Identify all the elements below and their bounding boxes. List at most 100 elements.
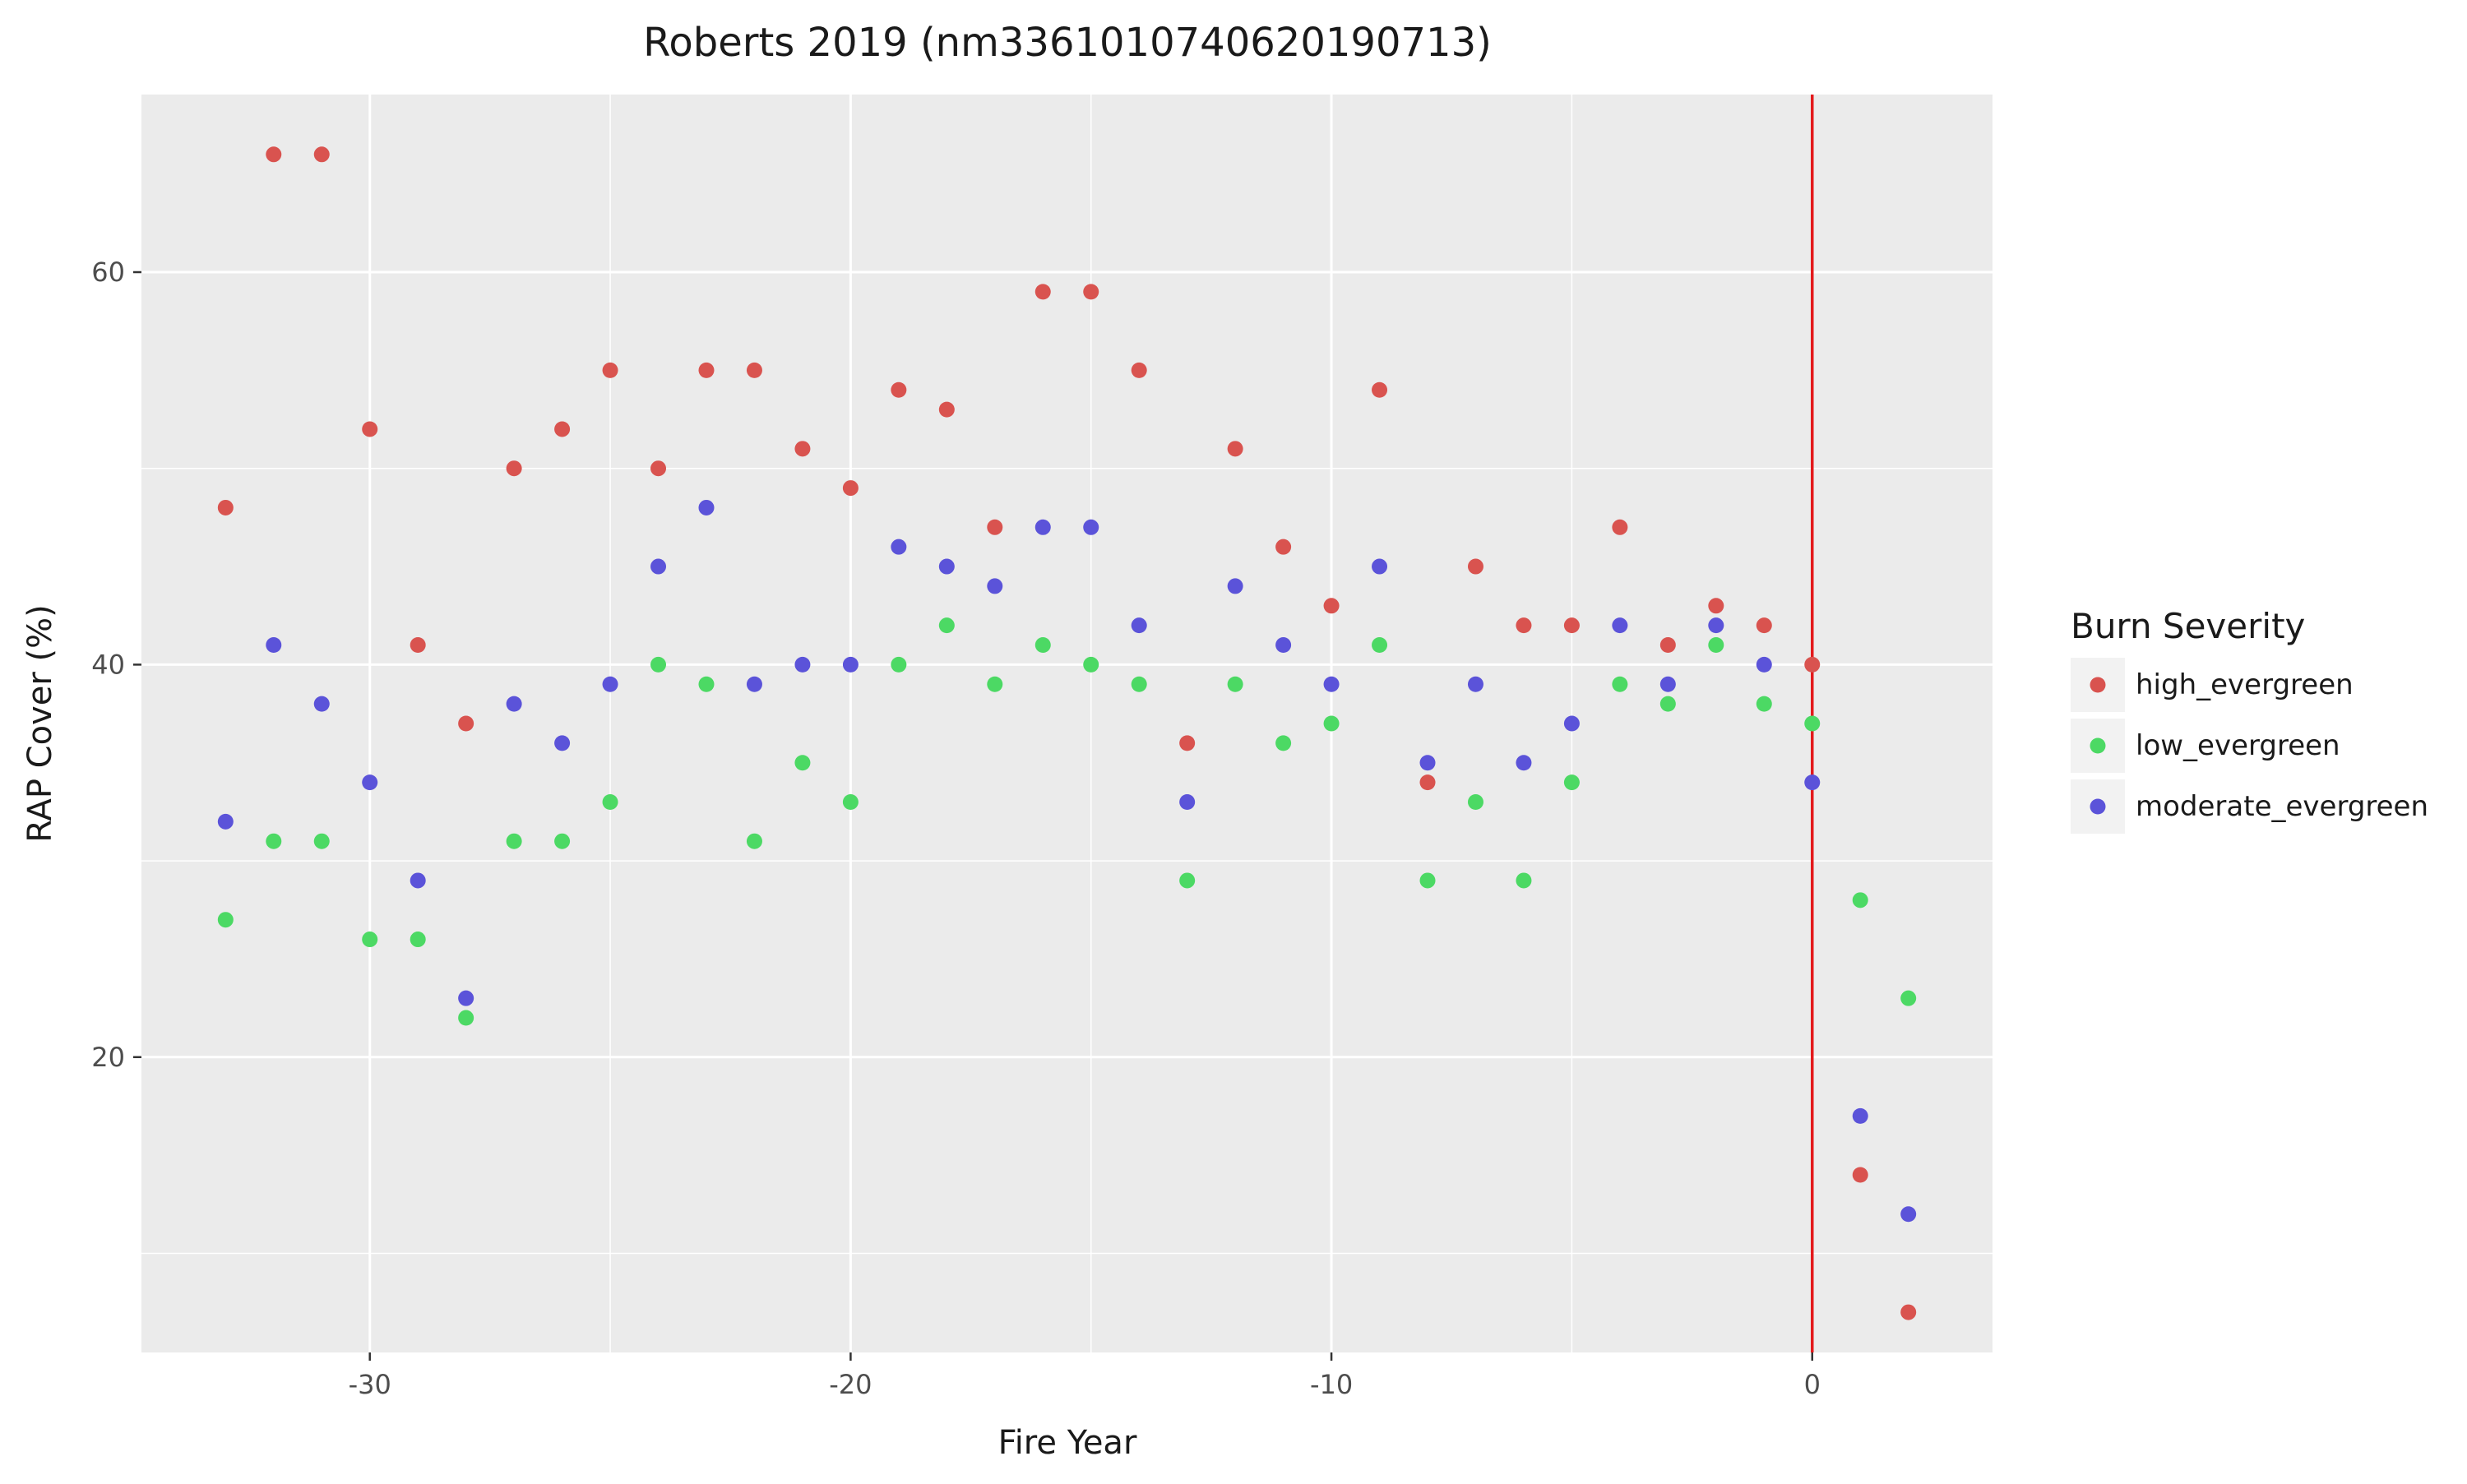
x-axis-label: Fire Year <box>998 1424 1137 1462</box>
point-moderate_evergreen <box>1516 755 1532 771</box>
point-high_evergreen <box>842 480 859 497</box>
point-high_evergreen <box>698 362 715 378</box>
point-moderate_evergreen <box>1900 1206 1917 1223</box>
legend-marker-moderate_evergreen <box>2090 798 2106 815</box>
point-high_evergreen <box>410 637 426 654</box>
point-moderate_evergreen <box>1179 793 1196 810</box>
point-high_evergreen <box>938 401 955 418</box>
point-high_evergreen <box>1708 598 1724 614</box>
point-high_evergreen <box>650 460 667 477</box>
point-high_evergreen <box>1659 637 1676 654</box>
point-low_evergreen <box>650 656 667 673</box>
point-low_evergreen <box>458 1010 474 1026</box>
legend-marker-high_evergreen <box>2090 677 2106 693</box>
chart-title: Roberts 2019 (nm3361010740620190713) <box>643 20 1492 66</box>
point-high_evergreen <box>891 381 907 398</box>
point-high_evergreen <box>794 441 811 457</box>
point-moderate_evergreen <box>1323 676 1340 692</box>
point-high_evergreen <box>1563 617 1580 634</box>
legend-label-moderate_evergreen: moderate_evergreen <box>2136 790 2428 823</box>
point-moderate_evergreen <box>794 656 811 673</box>
point-high_evergreen <box>266 146 282 163</box>
y-axis-label: RAP Cover (%) <box>21 604 59 842</box>
point-low_evergreen <box>1756 696 1772 712</box>
point-high_evergreen <box>1756 617 1772 634</box>
point-high_evergreen <box>362 421 378 437</box>
point-high_evergreen <box>1804 656 1821 673</box>
y-tick-label: 20 <box>91 1042 125 1073</box>
point-high_evergreen <box>1900 1304 1917 1320</box>
point-moderate_evergreen <box>506 696 522 712</box>
point-moderate_evergreen <box>217 813 234 830</box>
point-low_evergreen <box>1227 676 1243 692</box>
point-low_evergreen <box>1563 774 1580 791</box>
point-low_evergreen <box>1179 872 1196 889</box>
point-moderate_evergreen <box>1612 617 1628 634</box>
x-tick-label: -10 <box>1310 1369 1353 1400</box>
point-low_evergreen <box>987 676 1003 692</box>
point-low_evergreen <box>554 833 571 849</box>
point-high_evergreen <box>1516 617 1532 634</box>
x-tick-label: 0 <box>1804 1369 1821 1400</box>
point-low_evergreen <box>313 833 330 849</box>
series-low_evergreen <box>217 617 1917 1026</box>
point-low_evergreen <box>1612 676 1628 692</box>
legend-items: high_evergreen low_evergreen moderate_ever… <box>2071 658 2428 834</box>
point-high_evergreen <box>1467 558 1483 575</box>
point-high_evergreen <box>1275 539 1292 555</box>
point-moderate_evergreen <box>410 872 426 889</box>
point-moderate_evergreen <box>1034 519 1051 535</box>
point-moderate_evergreen <box>650 558 667 575</box>
point-low_evergreen <box>602 793 618 810</box>
legend-title: Burn Severity <box>2071 606 2305 646</box>
point-high_evergreen <box>1034 284 1051 300</box>
point-moderate_evergreen <box>698 499 715 515</box>
legend-label-high_evergreen: high_evergreen <box>2136 668 2354 701</box>
point-high_evergreen <box>1419 774 1436 791</box>
point-moderate_evergreen <box>1131 617 1147 634</box>
point-moderate_evergreen <box>1708 617 1724 634</box>
point-high_evergreen <box>1323 598 1340 614</box>
point-moderate_evergreen <box>746 676 762 692</box>
x-tick-label: -20 <box>829 1369 872 1400</box>
point-low_evergreen <box>1467 793 1483 810</box>
point-high_evergreen <box>1852 1167 1868 1183</box>
point-low_evergreen <box>266 833 282 849</box>
point-moderate_evergreen <box>1659 676 1676 692</box>
series-moderate_evergreen <box>217 499 1917 1223</box>
point-moderate_evergreen <box>313 696 330 712</box>
point-moderate_evergreen <box>987 578 1003 594</box>
point-high_evergreen <box>602 362 618 378</box>
point-low_evergreen <box>794 755 811 771</box>
point-low_evergreen <box>1372 637 1388 654</box>
point-moderate_evergreen <box>1563 715 1580 732</box>
point-high_evergreen <box>746 362 762 378</box>
y-axis: 20 40 60 <box>91 257 141 1073</box>
point-low_evergreen <box>842 793 859 810</box>
point-high_evergreen <box>987 519 1003 535</box>
point-high_evergreen <box>1179 735 1196 751</box>
point-low_evergreen <box>746 833 762 849</box>
point-low_evergreen <box>1275 735 1292 751</box>
data-points <box>217 146 1917 1320</box>
legend-label-low_evergreen: low_evergreen <box>2136 729 2340 762</box>
legend-marker-low_evergreen <box>2090 737 2106 754</box>
point-moderate_evergreen <box>1804 774 1821 791</box>
point-high_evergreen <box>1131 362 1147 378</box>
point-low_evergreen <box>217 912 234 928</box>
point-low_evergreen <box>1708 637 1724 654</box>
point-low_evergreen <box>1034 637 1051 654</box>
point-moderate_evergreen <box>554 735 571 751</box>
plot-panel <box>141 95 1993 1352</box>
point-low_evergreen <box>362 932 378 948</box>
point-moderate_evergreen <box>458 990 474 1006</box>
point-moderate_evergreen <box>1083 519 1099 535</box>
point-moderate_evergreen <box>602 676 618 692</box>
y-tick-label: 40 <box>91 649 125 680</box>
point-low_evergreen <box>1659 696 1676 712</box>
point-low_evergreen <box>1419 872 1436 889</box>
point-moderate_evergreen <box>891 539 907 555</box>
point-low_evergreen <box>1516 872 1532 889</box>
point-high_evergreen <box>1083 284 1099 300</box>
